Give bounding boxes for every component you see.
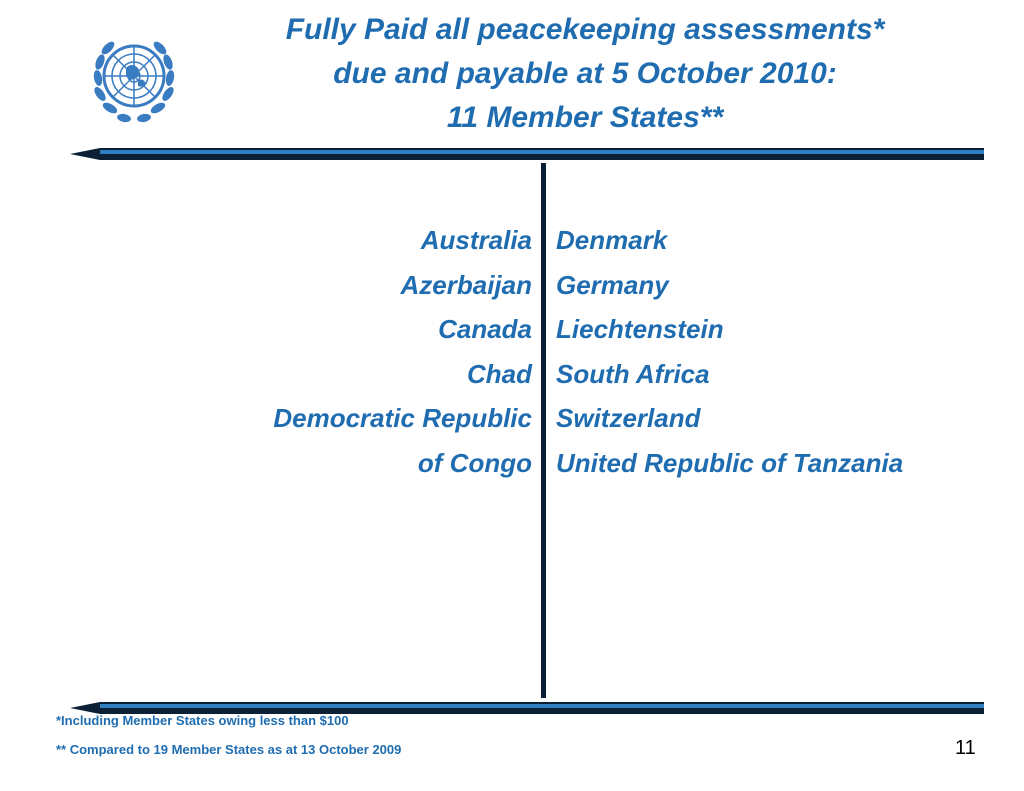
list-item: Canada bbox=[438, 314, 532, 345]
top-divider bbox=[70, 148, 984, 160]
list-item: Germany bbox=[556, 269, 669, 300]
footnote-2: ** Compared to 19 Member States as at 13… bbox=[56, 742, 402, 757]
list-item: United Republic of Tanzania bbox=[556, 447, 904, 478]
title-line-1: Fully Paid all peacekeeping assessments* bbox=[285, 13, 885, 46]
un-emblem-icon bbox=[80, 24, 188, 132]
bottom-divider bbox=[70, 702, 984, 714]
list-item: South Africa bbox=[556, 358, 710, 389]
footnote-1: *Including Member States owing less than… bbox=[56, 713, 349, 728]
column-divider bbox=[541, 163, 546, 698]
left-country-list: Australia Azerbaijan Canada Chad Democra… bbox=[72, 218, 532, 486]
right-country-list: Denmark Germany Liechtenstein South Afri… bbox=[556, 218, 1016, 486]
list-item: Denmark bbox=[556, 225, 668, 255]
slide-title: Fully Paid all peacekeeping assessments*… bbox=[190, 8, 980, 140]
title-line-3: 11 Member States** bbox=[446, 101, 724, 134]
list-item: Chad bbox=[467, 358, 532, 389]
page-number: 11 bbox=[955, 737, 976, 759]
list-item: Democratic Republic bbox=[273, 403, 532, 434]
list-item: Azerbaijan bbox=[400, 269, 533, 300]
list-item: Liechtenstein bbox=[556, 314, 724, 345]
list-item: Australia bbox=[420, 225, 532, 255]
list-item: of Congo bbox=[417, 447, 532, 478]
title-line-2: due and payable at 5 October 2010: bbox=[333, 57, 837, 90]
list-item: Switzerland bbox=[556, 403, 701, 434]
